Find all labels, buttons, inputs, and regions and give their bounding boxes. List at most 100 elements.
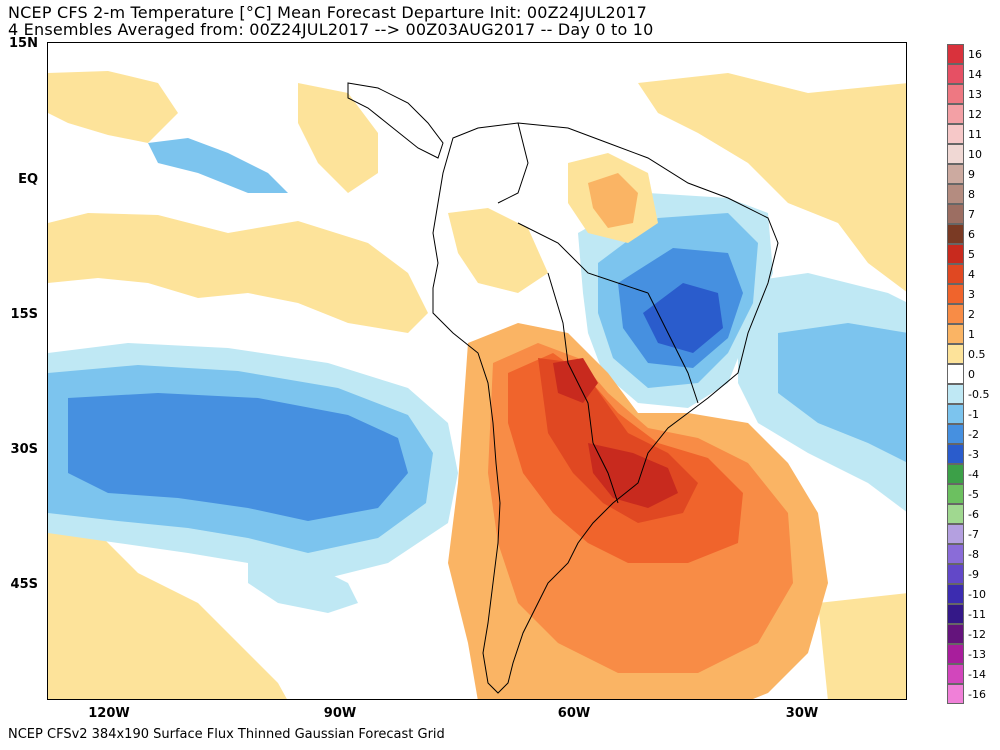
colorbar-label: 2 [968,308,975,321]
band-atlantic-east-core [778,323,906,462]
southern-warm-anomaly [448,323,828,699]
colorbar-cell [947,504,964,524]
temperature-anomaly-map [47,42,907,700]
colorbar-label: 10 [968,148,982,161]
colorbar-cell [947,544,964,564]
colorbar-label: 9 [968,168,975,181]
country-border-1 [517,222,649,294]
patch-s-pacific [48,523,287,699]
south-america-outline [432,122,779,694]
colorbar-label: -2 [968,428,979,441]
colorbar-cell [947,624,964,644]
colorbar-label: 8 [968,188,975,201]
colorbar-cell [947,64,964,84]
colorbar-cell [947,244,964,264]
lat-label-eq: EQ [18,172,38,187]
colorbar-cell [947,204,964,224]
lon-label-120w: 120W [88,706,130,721]
warm-amazon-west [448,208,548,293]
map-canvas [48,43,906,699]
band-eq-pacific [148,138,288,193]
colorbar-label: -16 [968,688,986,701]
lat-label-15s: 15S [10,307,38,322]
colorbar-label: -12 [968,628,986,641]
colorbar-label: 4 [968,268,975,281]
colorbar-label: -11 [968,608,986,621]
colorbar-label: -6 [968,508,979,521]
warm-guiana-core [588,173,638,228]
patch-s-atlantic [818,593,906,699]
patch-caribbean [298,83,378,193]
colorbar-cell [947,404,964,424]
colorbar-label: 12 [968,108,982,121]
lat-label-15n: 15N [9,36,38,51]
colorbar-cell [947,304,964,324]
colorbar-label: 14 [968,68,982,81]
lat-label-30s: 30S [10,442,38,457]
colorbar-cell [947,284,964,304]
colorbar-cell [947,384,964,404]
colorbar-cell [947,424,964,444]
colorbar-cell [947,84,964,104]
colorbar-cell [947,524,964,544]
lon-label-60w: 60W [557,706,591,721]
coastlines [347,82,779,694]
colorbar-cell [947,564,964,584]
colorbar-label: -3 [968,448,979,461]
colorbar-label: -9 [968,568,979,581]
country-border-4 [592,442,619,504]
colorbar-cell [947,644,964,664]
colorbar-label: -1 [968,408,979,421]
colorbar-cell [947,144,964,164]
patch-nw-pacific [48,71,178,143]
band-pacific-tail [248,553,358,613]
colorbar-label: 7 [968,208,975,221]
colorbar-cell [947,184,964,204]
colorbar-cell [947,104,964,124]
colorbar-label: 11 [968,128,982,141]
lat-label-45s: 45S [10,577,38,592]
colorbar-label: -8 [968,548,979,561]
colorbar-label: 6 [968,228,975,241]
cool-bands [48,138,906,613]
colorbar-label: 1 [968,328,975,341]
central-america-outline [347,82,444,159]
country-border-5 [497,122,529,204]
colorbar-cell [947,224,964,244]
colorbar-cell [947,44,964,64]
map-title: NCEP CFS 2-m Temperature [°C] Mean Forec… [8,3,648,22]
colorbar-cell [947,164,964,184]
colorbar-cell [947,364,964,384]
colorbar-label: -7 [968,528,979,541]
colorbar-cell [947,124,964,144]
patch-eq-pacific [48,213,428,333]
country-border-2 [547,272,594,444]
northern-warm-spots [448,153,658,293]
colorbar-label: -0.5 [968,388,990,401]
brazil-cold-anomaly [578,193,773,408]
colorbar-cell [947,584,964,604]
colorbar-cell [947,264,964,284]
colorbar-label: -5 [968,488,979,501]
colorbar-cell [947,464,964,484]
band-pacific-core [68,393,408,521]
colorbar-label: -13 [968,648,986,661]
warm-patches-light [48,71,906,699]
brazil-cold-core [643,283,723,353]
colorbar-label: -10 [968,588,986,601]
colorbar-label: 5 [968,248,975,261]
colorbar-cell [947,324,964,344]
colorbar [947,44,964,704]
colorbar-label: 13 [968,88,982,101]
colorbar-cell [947,344,964,364]
colorbar-cell [947,664,964,684]
lon-label-30w: 30W [785,706,819,721]
colorbar-label: 3 [968,288,975,301]
colorbar-label: 0.5 [968,348,986,361]
colorbar-label: 0 [968,368,975,381]
colorbar-label: 16 [968,48,982,61]
patch-atlantic-n [638,73,906,292]
colorbar-cell [947,484,964,504]
map-subtitle: 4 Ensembles Averaged from: 00Z24JUL2017 … [8,20,654,39]
colorbar-cell [947,604,964,624]
